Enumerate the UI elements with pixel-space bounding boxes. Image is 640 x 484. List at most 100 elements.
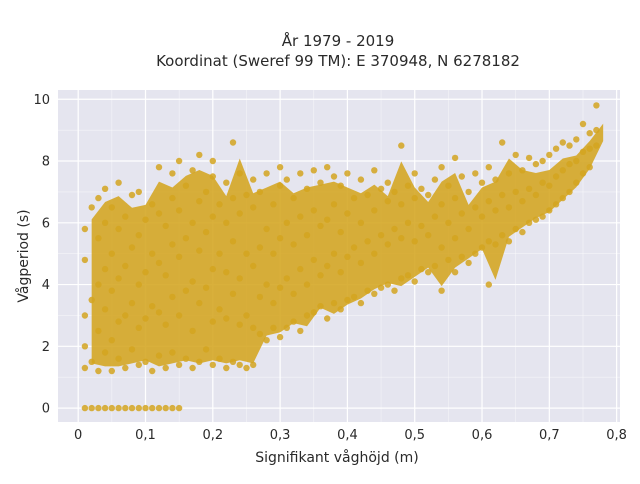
scatter-point [411, 238, 418, 245]
scatter-point [371, 290, 378, 297]
scatter-point [243, 191, 250, 199]
scatter-point [149, 303, 156, 310]
scatter-point [155, 210, 163, 217]
scatter-point [377, 284, 385, 291]
scatter-point [344, 296, 351, 304]
scatter-point [182, 182, 190, 189]
scatter-point [579, 170, 587, 177]
scatter-point [586, 164, 593, 171]
scatter-point [499, 139, 506, 146]
scatter-point [276, 333, 284, 341]
scatter-point [283, 324, 290, 331]
scatter-point [324, 164, 331, 171]
scatter-point [579, 148, 587, 155]
scatter-point [384, 198, 391, 205]
scatter-point [216, 201, 223, 208]
scatter-point [169, 293, 176, 301]
scatter-point [149, 367, 156, 375]
scatter-point [519, 198, 526, 205]
scatter-point [81, 364, 89, 372]
scatter-point [81, 343, 89, 350]
point-cloud-layer [91, 123, 604, 367]
scatter-point [101, 404, 109, 412]
scatter-point [398, 235, 405, 242]
y-tick-label: 10 [33, 93, 50, 108]
y-tick-label: 8 [42, 155, 50, 170]
scatter-point [317, 179, 324, 186]
scatter-point [216, 355, 223, 362]
scatter-point [303, 232, 311, 239]
scatter-point [552, 173, 560, 180]
scatter-point [122, 312, 129, 319]
scatter-point [465, 225, 472, 233]
scatter-point [101, 219, 109, 226]
scatter-point [411, 194, 418, 202]
scatter-point [546, 182, 553, 189]
scatter-point [478, 179, 486, 186]
scatter-point [175, 207, 183, 214]
scatter-point [532, 160, 540, 168]
scatter-point [317, 272, 324, 279]
scatter-point [573, 179, 580, 186]
scatter-point [357, 259, 365, 267]
scatter-point [189, 327, 196, 335]
scatter-point [101, 349, 109, 356]
x-tick-label: 0,3 [270, 428, 291, 443]
scatter-point [364, 287, 371, 294]
scatter-point [418, 265, 425, 273]
scatter-point [303, 281, 311, 288]
scatter-point [209, 157, 216, 165]
scatter-point [115, 355, 122, 362]
scatter-point [330, 250, 338, 257]
scatter-point [404, 182, 412, 189]
y-tick-label: 2 [42, 340, 50, 355]
scatter-point [525, 154, 533, 162]
scatter-point [128, 191, 136, 199]
scatter-point [250, 262, 257, 270]
scatter-point [223, 179, 230, 186]
scatter-point [223, 219, 230, 226]
scatter-point [108, 337, 116, 344]
tick-labels: 0 0,1 0,2 0,3 0,4 0,5 0,6 0,7 0,8 0 2 4 6 8 10 [33, 93, 627, 443]
scatter-point [155, 259, 163, 267]
scatter-point [115, 275, 122, 282]
scatter-point [229, 290, 237, 297]
scatter-point [135, 232, 142, 239]
scatter-point [182, 287, 190, 294]
scatter-point [499, 191, 506, 199]
scatter-point [115, 179, 122, 186]
scatter-point [162, 404, 169, 412]
scatter-point [391, 287, 398, 294]
scatter-point [357, 219, 365, 226]
scatter-point [303, 312, 311, 319]
scatter-point [310, 309, 317, 316]
scatter-point [418, 222, 425, 230]
scatter-point [593, 126, 600, 134]
scatter-point [135, 324, 142, 331]
scatter-point [357, 299, 365, 307]
scatter-point [209, 318, 216, 325]
scatter-point [519, 167, 526, 174]
scatter-point [135, 404, 142, 412]
scatter-point [451, 269, 459, 276]
scatter-point [566, 188, 573, 196]
scatter-point [586, 145, 593, 152]
scatter-point [149, 201, 156, 208]
scatter-point [169, 170, 176, 177]
scatter-point [451, 194, 459, 202]
scatter-point [108, 404, 116, 412]
scatter-points [81, 102, 600, 412]
scatter-point [391, 188, 398, 196]
scatter-point [81, 312, 89, 319]
scatter-point [229, 194, 237, 202]
scatter-point [128, 404, 136, 412]
scatter-point [330, 173, 338, 180]
scatter-point [169, 404, 176, 412]
scatter-point [142, 269, 149, 276]
scatter-point [223, 364, 230, 372]
scatter-point [229, 358, 237, 365]
scatter-point [512, 225, 519, 233]
scatter-point [539, 157, 546, 165]
scatter-point [108, 287, 116, 294]
scatter-point [546, 207, 553, 214]
